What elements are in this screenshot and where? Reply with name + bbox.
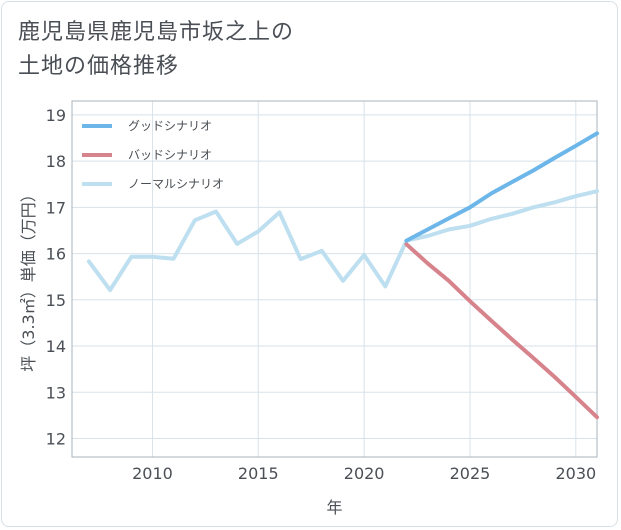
y-tick-label-12: 12 (46, 430, 66, 449)
x-axis-title: 年 (326, 498, 342, 517)
y-axis-title: 坪（3.3㎡）単価（万円） (19, 186, 38, 371)
x-tick-label-2020: 2020 (344, 464, 385, 483)
chart-title: 鹿児島県鹿児島市坂之上の 土地の価格推移 (18, 16, 578, 84)
y-tick-label-16: 16 (46, 245, 66, 264)
series-line-bad (404, 242, 599, 420)
plot-area-frame (71, 100, 598, 458)
y-tick-label-15: 15 (46, 291, 66, 310)
y-tick-label-19: 19 (46, 106, 66, 125)
y-tick-label-14: 14 (46, 337, 66, 356)
legend-label-normal: ノーマルシナリオ (128, 177, 224, 191)
chart-title-line-2: 土地の価格推移 (18, 54, 180, 79)
grid (72, 101, 597, 457)
tick-labels: 2010 2015 2020 2025 2030 12 13 14 15 16 17 18 19 (46, 106, 597, 483)
legend-label-bad: バッドシナリオ (128, 148, 212, 162)
x-tick-label-2015: 2015 (238, 464, 279, 483)
y-tick-label-18: 18 (46, 152, 66, 171)
series-layer (86, 131, 599, 420)
y-tick-label-13: 13 (46, 383, 66, 402)
x-tick-label-2025: 2025 (450, 464, 491, 483)
x-tick-label-2010: 2010 (132, 464, 173, 483)
legend-label-good: グッドシナリオ (128, 119, 212, 133)
series-line-normal (86, 189, 599, 293)
chart-title-line-1: 鹿児島県鹿児島市坂之上の (18, 20, 295, 45)
y-tick-label-17: 17 (46, 198, 66, 217)
x-tick-label-2030: 2030 (555, 464, 596, 483)
series-line-good (404, 131, 599, 243)
